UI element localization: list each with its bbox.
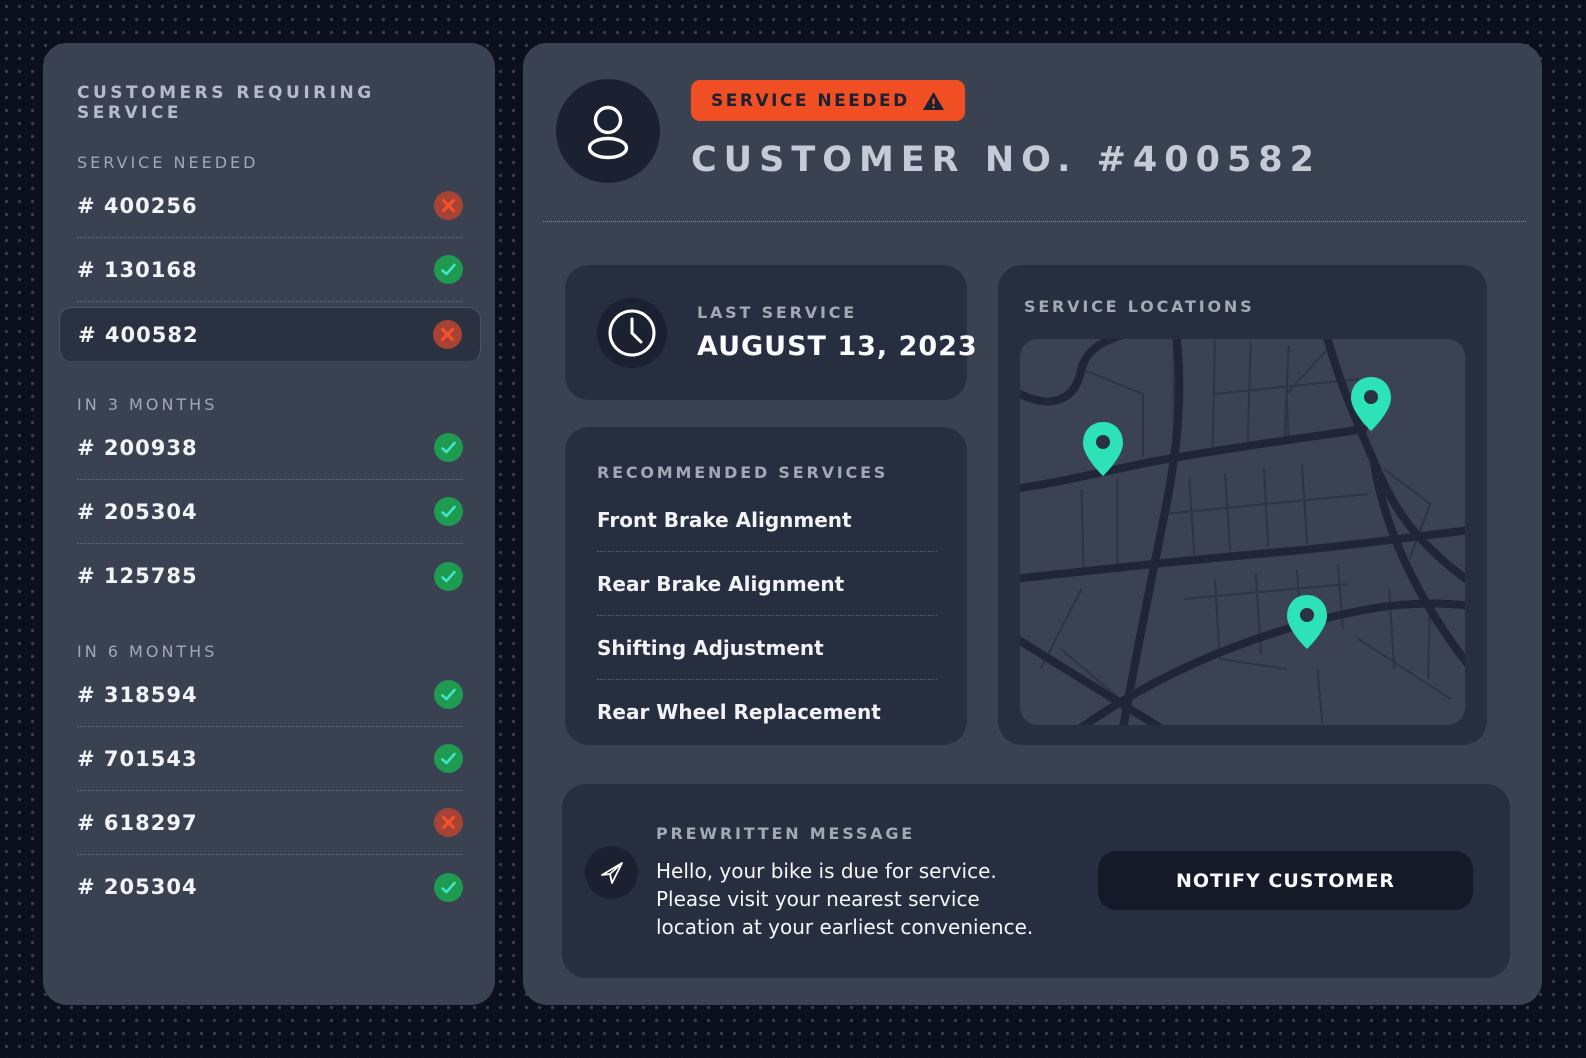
customer-row[interactable]: # 701543 xyxy=(77,727,463,791)
status-error-icon xyxy=(434,808,463,837)
customer-row[interactable]: # 125785 xyxy=(77,544,463,608)
customer-row[interactable]: # 205304 xyxy=(77,480,463,544)
status-ok-icon xyxy=(434,497,463,526)
customer-id: # 318594 xyxy=(77,682,198,707)
status-ok-icon xyxy=(434,561,463,591)
customer-id: # 205304 xyxy=(77,499,198,524)
check-icon xyxy=(441,688,456,701)
service-item: Rear Brake Alignment xyxy=(597,552,937,616)
message-line: location at your earliest convenience. xyxy=(656,915,1034,939)
sidebar-title: CUSTOMERS REQUIRING SERVICE xyxy=(77,83,375,123)
x-icon xyxy=(441,815,456,830)
customer-detail-panel: SERVICE NEEDED CUSTOMER NO. #400582 LAST… xyxy=(523,43,1542,1005)
customer-list: SERVICE NEEDED # 400256 # 130168 # 400582… xyxy=(59,153,481,919)
service-item: Shifting Adjustment xyxy=(597,616,937,680)
check-icon xyxy=(441,263,456,276)
last-service-label: LAST SERVICE xyxy=(697,303,857,322)
status-ok-icon xyxy=(434,680,463,709)
recommended-services-list: Front Brake Alignment Rear Brake Alignmen… xyxy=(597,488,937,744)
service-item: Front Brake Alignment xyxy=(597,488,937,552)
user-icon xyxy=(587,105,629,160)
customer-row-selected[interactable]: # 400582 xyxy=(59,307,481,361)
status-error-icon xyxy=(433,320,462,349)
status-badge: SERVICE NEEDED xyxy=(691,80,965,121)
customer-row[interactable]: # 618297 xyxy=(77,791,463,855)
section-label: SERVICE NEEDED xyxy=(77,153,259,172)
prewritten-message-text: Hello, your bike is due for service. Plea… xyxy=(656,857,1474,941)
map xyxy=(1020,339,1465,725)
recommended-services-card: RECOMMENDED SERVICES Front Brake Alignme… xyxy=(565,427,967,745)
map-streets xyxy=(1020,339,1465,725)
notify-customer-button[interactable]: NOTIFY CUSTOMER xyxy=(1098,851,1473,910)
check-icon xyxy=(441,570,456,582)
section-label: IN 6 MONTHS xyxy=(77,642,218,661)
map-pin-icon[interactable] xyxy=(1081,420,1125,478)
customer-section: # 400256 # 130168 # 400582 xyxy=(59,174,481,361)
customer-section: # 200938 # 205304 # 125785 xyxy=(77,416,463,608)
customer-id: # 400582 xyxy=(78,322,199,347)
prewritten-message-label: PREWRITTEN MESSAGE xyxy=(656,824,916,843)
check-icon xyxy=(441,505,456,518)
customer-id: # 618297 xyxy=(77,810,198,835)
status-ok-icon xyxy=(434,255,463,284)
map-pin-icon[interactable] xyxy=(1349,375,1393,433)
customer-id: # 400256 xyxy=(77,193,198,218)
customer-section: # 318594 # 701543 # 618297 # 205304 xyxy=(77,663,463,919)
customer-id: # 125785 xyxy=(77,564,198,588)
customer-id: # 701543 xyxy=(77,746,198,771)
customer-row[interactable]: # 200938 xyxy=(77,416,463,480)
customer-row[interactable]: # 400256 xyxy=(77,174,463,238)
avatar xyxy=(556,79,660,183)
last-service-date: AUGUST 13, 2023 xyxy=(697,331,978,362)
message-line: Hello, your bike is due for service. xyxy=(656,859,997,883)
check-icon xyxy=(441,752,456,765)
header-divider xyxy=(543,221,1526,222)
page-title: CUSTOMER NO. #400582 xyxy=(691,140,1322,180)
status-badge-label: SERVICE NEEDED xyxy=(711,90,910,111)
service-locations-card: SERVICE LOCATIONS xyxy=(998,265,1487,745)
customer-row[interactable]: # 130168 xyxy=(77,238,463,302)
customer-row[interactable]: # 205304 xyxy=(77,855,463,919)
status-ok-icon xyxy=(434,872,463,902)
recommended-services-label: RECOMMENDED SERVICES xyxy=(597,463,889,482)
section-label: IN 3 MONTHS xyxy=(77,395,218,414)
prewritten-message-card: PREWRITTEN MESSAGE Hello, your bike is d… xyxy=(562,784,1510,978)
customer-id: # 205304 xyxy=(77,875,198,899)
check-icon xyxy=(441,881,456,893)
send-icon xyxy=(600,861,623,884)
map-pin-icon[interactable] xyxy=(1285,593,1329,651)
warning-icon xyxy=(922,91,944,110)
clock-icon xyxy=(608,309,656,356)
message-line: Please visit your nearest service xyxy=(656,887,980,911)
status-ok-icon xyxy=(434,744,463,773)
last-service-card: LAST SERVICE AUGUST 13, 2023 xyxy=(565,265,977,400)
x-icon xyxy=(441,198,456,213)
status-ok-icon xyxy=(434,433,463,462)
service-item: Rear Wheel Replacement xyxy=(597,700,881,724)
customer-id: # 200938 xyxy=(77,435,198,460)
status-error-icon xyxy=(434,191,463,220)
customer-row[interactable]: # 318594 xyxy=(77,663,463,727)
service-locations-label: SERVICE LOCATIONS xyxy=(1024,297,1255,316)
customer-id: # 130168 xyxy=(77,257,198,282)
x-icon xyxy=(440,327,455,342)
customers-sidebar: CUSTOMERS REQUIRING SERVICE SERVICE NEED… xyxy=(43,43,495,1005)
check-icon xyxy=(441,441,456,454)
